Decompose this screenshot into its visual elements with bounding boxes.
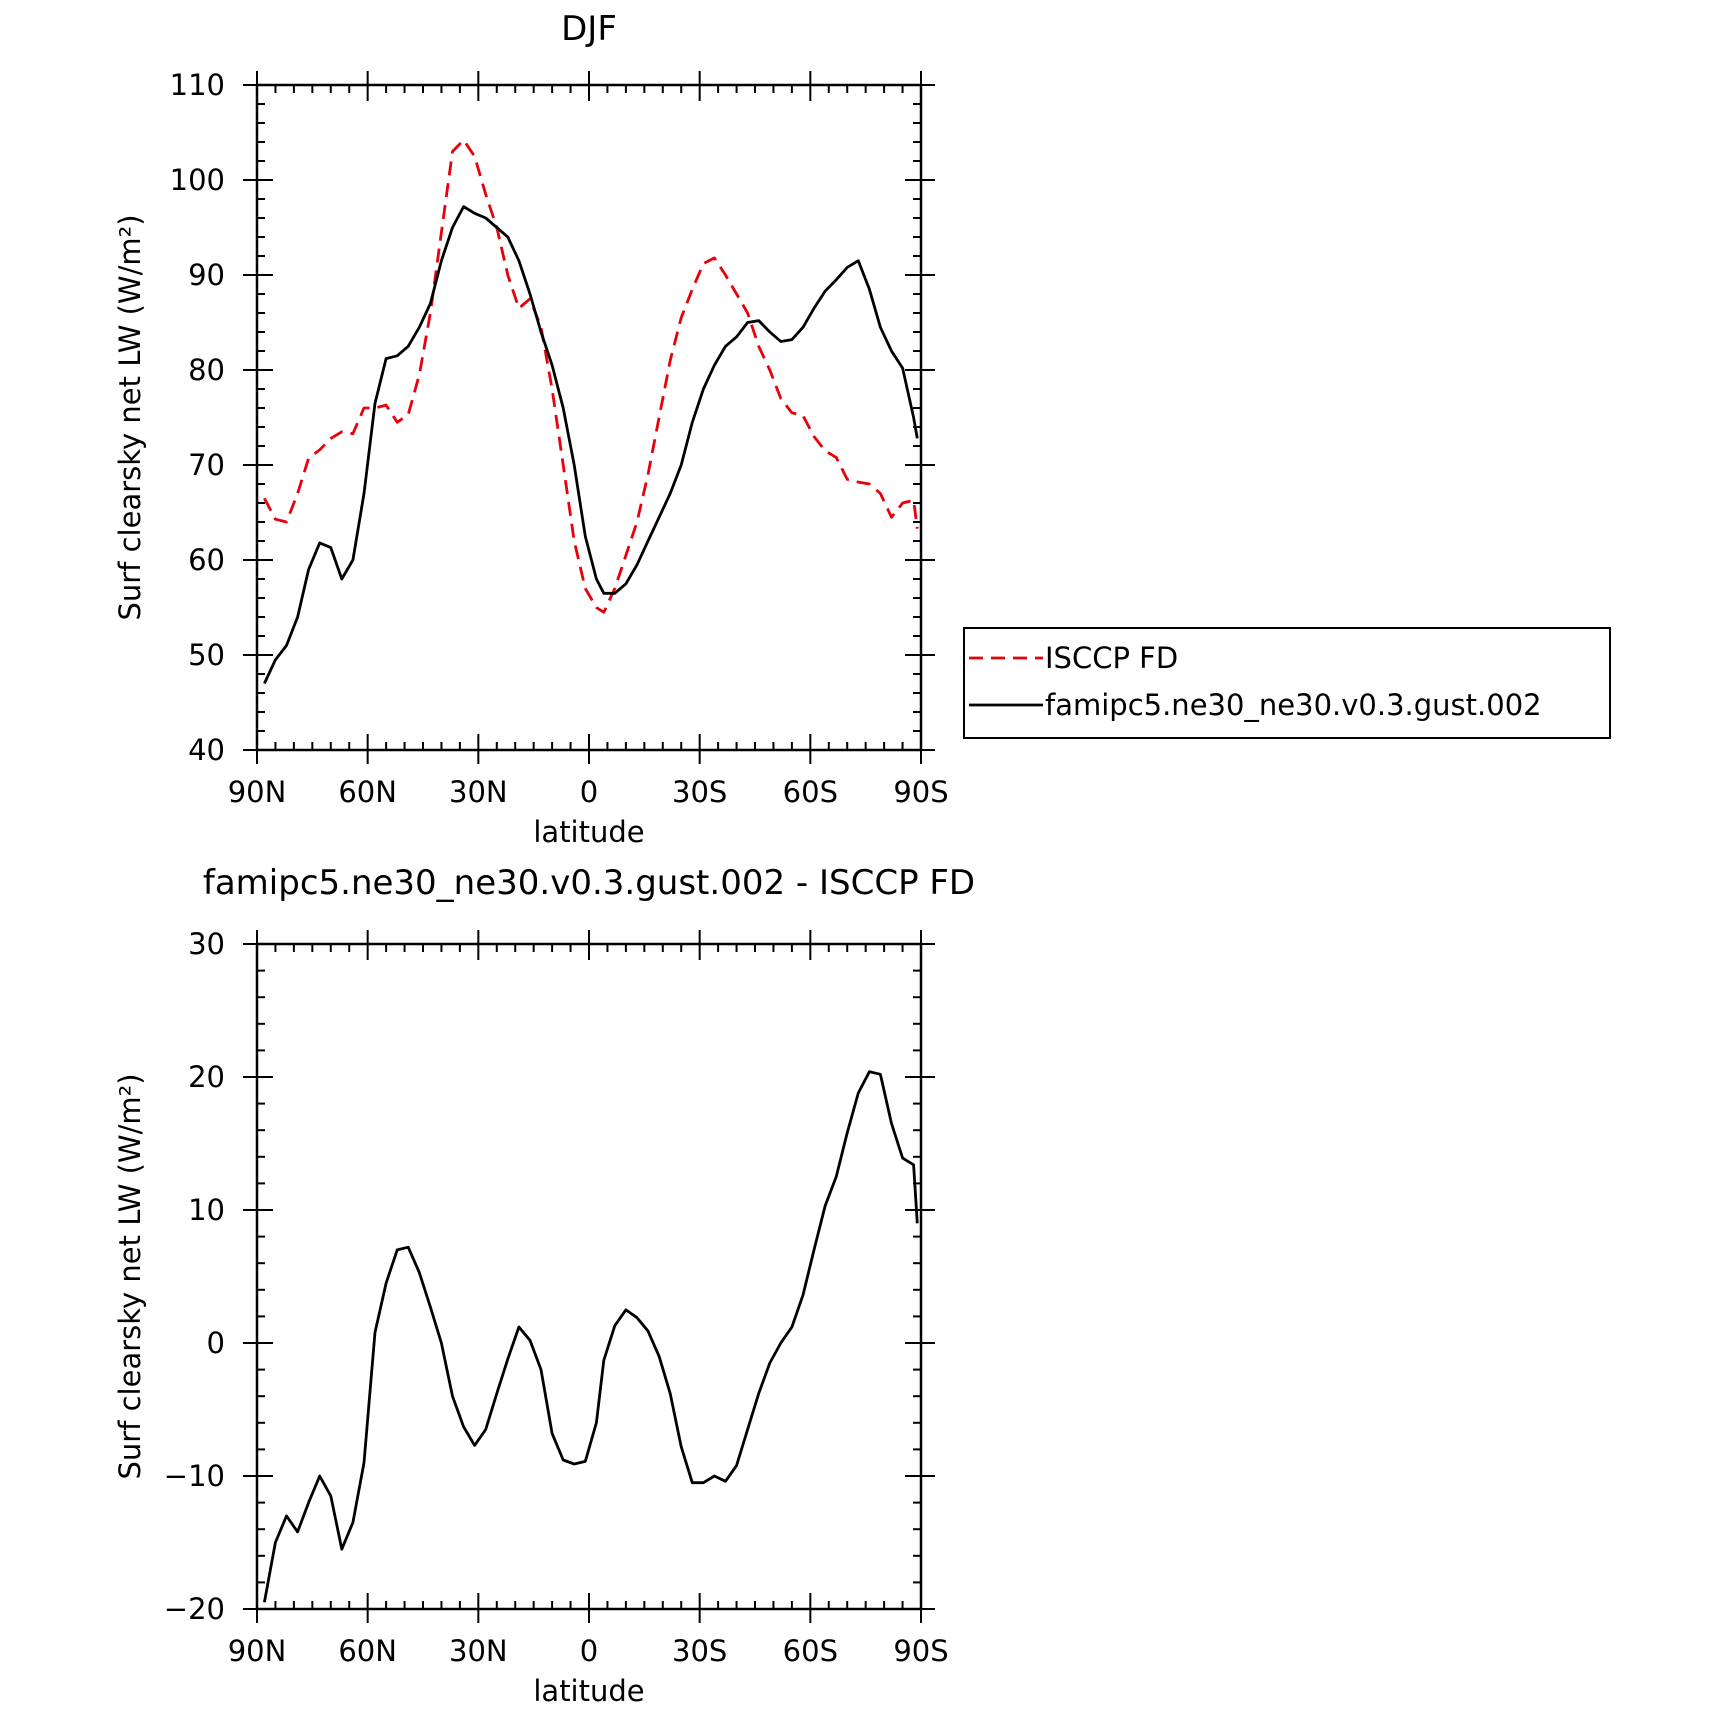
y-axis-label: Surf clearsky net LW (W/m²) bbox=[113, 214, 147, 620]
y-tick-label: 10 bbox=[188, 1193, 225, 1227]
plot-frame bbox=[255, 83, 923, 752]
y-tick-label: 20 bbox=[188, 1060, 225, 1094]
chart-title: famipc5.ne30_ne30.v0.3.gust.002 - ISCCP … bbox=[203, 863, 975, 903]
x-tick-label: 90S bbox=[893, 1634, 948, 1668]
x-axis-label: latitude bbox=[533, 1674, 644, 1708]
x-tick-label: 30S bbox=[672, 1634, 727, 1668]
x-tick-label: 90N bbox=[228, 775, 287, 809]
legend: ISCCP FD famipc5.ne30_ne30.v0.3.gust.002 bbox=[963, 627, 1611, 739]
y-tick-label: 40 bbox=[188, 733, 225, 767]
y-tick-label: 80 bbox=[188, 353, 225, 387]
y-tick-label: 30 bbox=[188, 927, 225, 961]
series-line-1 bbox=[263, 1070, 919, 1603]
series-line-2 bbox=[263, 205, 919, 685]
x-tick-label: 90S bbox=[893, 775, 948, 809]
y-tick-label: 50 bbox=[188, 638, 225, 672]
y-tick-label: 70 bbox=[188, 448, 225, 482]
x-tick-label: 30N bbox=[449, 775, 508, 809]
y-tick-label: 60 bbox=[188, 543, 225, 577]
y-tick-label: 90 bbox=[188, 258, 225, 292]
y-axis-label: Surf clearsky net LW (W/m²) bbox=[113, 1073, 147, 1479]
x-tick-label: 60N bbox=[338, 775, 397, 809]
bottom-panel: famipc5.ne30_ne30.v0.3.gust.002 - ISCCP … bbox=[113, 863, 975, 1708]
y-tick-label: 0 bbox=[207, 1326, 225, 1360]
series-line-1 bbox=[263, 138, 919, 614]
x-tick-label: 60N bbox=[338, 1634, 397, 1668]
x-tick-label: 0 bbox=[580, 775, 598, 809]
chart-title: DJF bbox=[561, 9, 617, 49]
x-tick-label: 60S bbox=[783, 1634, 838, 1668]
legend-label: ISCCP FD bbox=[1045, 641, 1178, 675]
legend-label: famipc5.ne30_ne30.v0.3.gust.002 bbox=[1045, 688, 1542, 722]
y-tick-label: 110 bbox=[170, 68, 225, 102]
y-tick-label: −10 bbox=[164, 1459, 225, 1493]
x-tick-label: 30S bbox=[672, 775, 727, 809]
y-tick-label: 100 bbox=[170, 163, 225, 197]
x-axis-label: latitude bbox=[533, 815, 644, 849]
x-tick-label: 0 bbox=[580, 1634, 598, 1668]
legend-box bbox=[963, 627, 1611, 739]
x-tick-label: 60S bbox=[783, 775, 838, 809]
y-tick-label: −20 bbox=[164, 1592, 225, 1626]
top-panel: DJF 90N 60N 30N 0 30S 60S 90S 40 50 60 70 80 90 100 110… bbox=[113, 9, 949, 849]
x-tick-label: 30N bbox=[449, 1634, 508, 1668]
x-tick-label: 90N bbox=[228, 1634, 287, 1668]
